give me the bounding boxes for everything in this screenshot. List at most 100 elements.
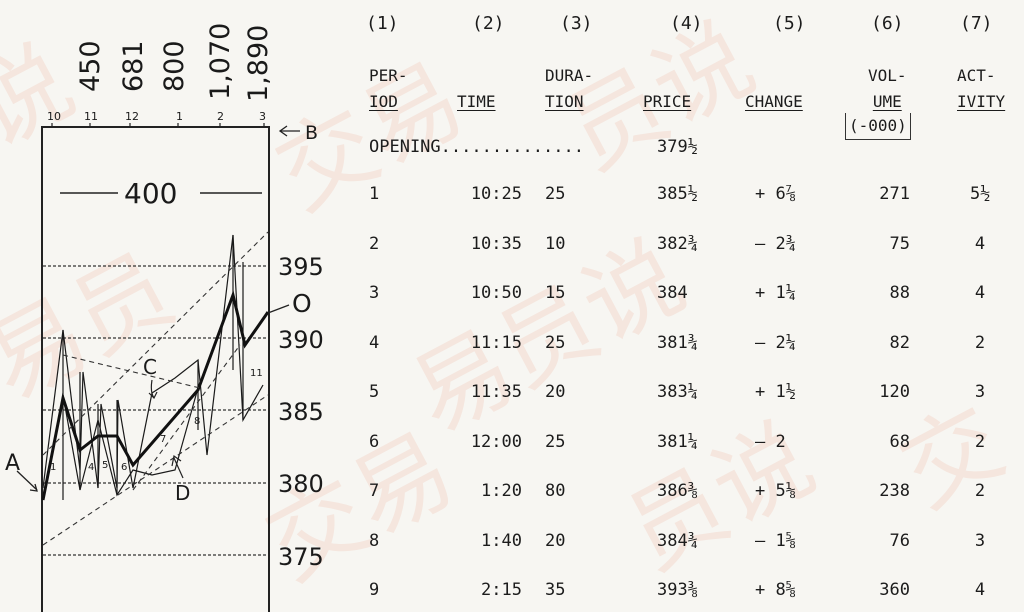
colnum-6: (6) [871,13,904,34]
cell-period: 9 [369,580,380,600]
cell-duration: 20 [545,530,566,551]
marker-c: C [143,355,157,379]
marker-o: O [292,289,312,318]
cell-duration: 10 [545,233,566,254]
cell-price: 381¼ [657,431,698,452]
cell-activity: 5½ [970,184,991,204]
cell-change: + 1½ [755,382,796,402]
marker-d: D [175,481,190,505]
cell-activity: 2 [974,481,986,501]
volume-label-1890: 1,890 [243,25,274,102]
price-axis-labels: 395 390 385 380 375 [278,253,324,571]
period-mark-11: 11 [250,368,263,379]
marker-a: A [5,451,20,476]
period-mark-5: 5 [102,460,108,471]
cell-period: 4 [369,332,380,353]
cell-price: 385½ [657,184,698,204]
cell-volume: 82 [889,332,910,353]
cell-change: – 1⅝ [755,530,796,551]
volume-label-681: 681 [118,40,149,92]
price-label-385: 385 [278,398,324,426]
period-mark-8: 8 [194,416,200,427]
cell-period: 7 [369,481,380,501]
cell-volume: 76 [889,530,910,551]
hour-tick-2: 2 [217,110,224,123]
opening-label: OPENING.............. [369,137,584,157]
cell-price: 382¾ [657,233,698,254]
opening-price: 379½ [657,137,698,157]
header-duration: DURA- TION [545,66,594,111]
cell-period: 6 [369,431,380,452]
volume-label-450: 450 [75,40,106,92]
volume-label-1070: 1,070 [205,23,236,100]
cell-time: 10:25 [470,184,522,204]
cell-volume: 75 [889,233,910,254]
cell-price: 384 [657,283,688,303]
colnum-3: (3) [560,13,593,34]
cell-change: + 8⅝ [755,580,796,600]
cell-time: 2:15 [481,580,522,600]
hour-tick-10: 10 [47,110,61,123]
cell-time: 1:40 [481,530,522,551]
price-label-375: 375 [278,543,324,571]
cell-time: 10:50 [470,283,522,303]
cell-change: + 6⅞ [755,184,796,204]
hour-ticks: 10 11 12 1 2 3 [47,110,266,123]
cell-volume: 88 [889,283,910,303]
cell-duration: 15 [545,283,566,303]
cell-change: + 5⅛ [755,481,796,501]
header-price: PRICE [643,92,692,111]
price-gridlines [43,265,268,556]
chart-frame [41,126,270,612]
cell-period: 1 [369,184,380,204]
price-label-390: 390 [278,326,324,354]
header-change: CHANGE [745,92,803,111]
colnum-1: (1) [366,13,399,34]
cell-volume: 238 [879,481,910,501]
period-mark-1: 1 [50,462,56,473]
cell-change: + 1¼ [755,283,796,303]
cell-price: 393⅜ [657,580,698,600]
cell-period: 2 [369,233,380,254]
volume-labels: 450 681 800 1,070 1,890 [75,23,274,102]
cell-duration: 25 [545,431,566,452]
hour-tick-3: 3 [259,110,266,123]
cell-duration: 25 [545,184,566,204]
cell-change: – 2 [755,431,786,452]
period-marks: 1 4 5 6 7 8 11 [50,368,263,473]
cell-time: 11:15 [470,332,522,353]
period-mark-7: 7 [160,434,166,445]
cell-duration: 20 [545,382,566,402]
marker-b: B [305,122,318,144]
cell-time: 11:35 [470,382,522,402]
header-activity: ACT- IVITY [957,66,1006,111]
cell-period: 5 [369,382,380,402]
colnum-5: (5) [773,13,806,34]
price-label-395: 395 [278,253,324,281]
period-mark-6: 6 [121,462,127,473]
cell-duration: 35 [545,580,566,600]
cell-duration: 25 [545,332,566,353]
volume-label-800: 800 [159,40,190,92]
box-price-label: 400 [124,177,177,210]
price-label-380: 380 [278,470,324,498]
cell-time: 10:35 [470,233,522,254]
cell-change: – 2¼ [755,332,796,353]
cell-volume: 120 [879,382,910,402]
cell-price: 384¾ [657,530,698,551]
colnum-7: (7) [960,13,993,34]
hour-tick-1: 1 [176,110,183,123]
hour-tick-11: 11 [84,110,98,123]
cell-price: 381¾ [657,332,698,353]
cell-volume: 271 [879,184,910,204]
colnum-2: (2) [472,13,505,34]
cell-time: 12:00 [470,431,522,452]
cell-period: 8 [369,530,380,551]
price-table: (1) (2) (3) (4) (5) (6) (7) PER- IOD TIME… [350,0,1024,612]
header-volume-unit: (-000) [845,113,911,140]
cell-activity: 4 [974,580,986,600]
cell-activity: 2 [974,332,986,353]
cell-duration: 80 [545,481,566,501]
header-time: TIME [457,92,496,111]
cell-volume: 68 [889,431,910,452]
